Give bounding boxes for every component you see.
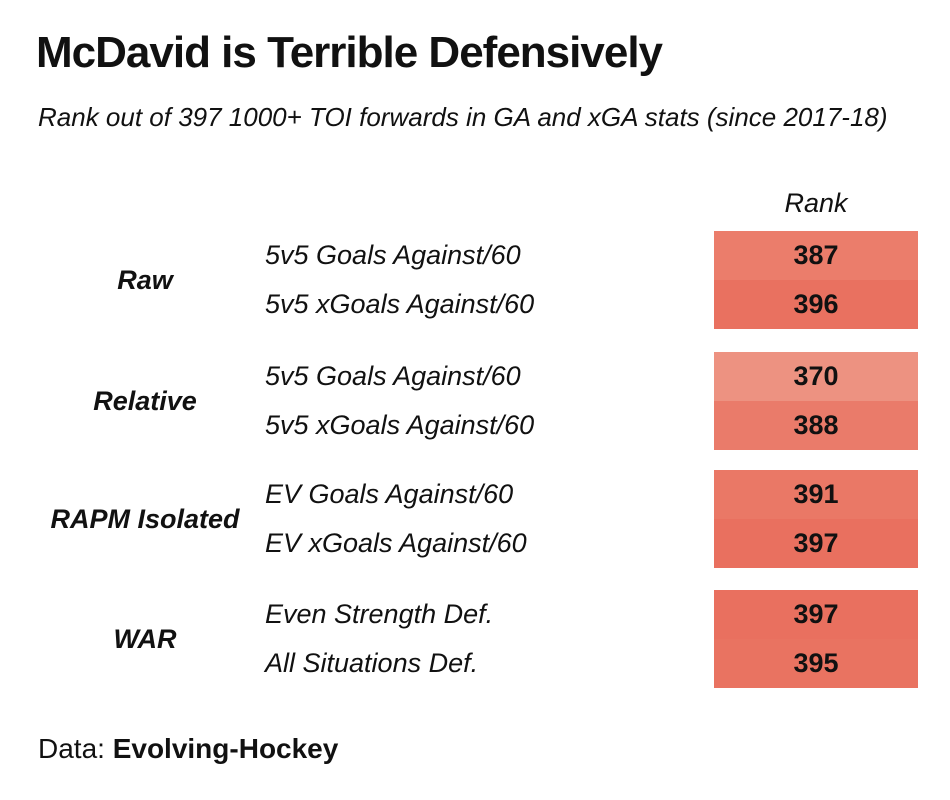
- metric-label: EV xGoals Against/60: [265, 528, 527, 558]
- chart-subtitle: Rank out of 397 1000+ TOI forwards in GA…: [38, 102, 888, 132]
- rank-cell: 388: [714, 401, 918, 450]
- rank-cell: 395: [714, 639, 918, 688]
- metric-label: 5v5 xGoals Against/60: [265, 289, 535, 319]
- data-source-footer: Data: Evolving-Hockey: [38, 733, 338, 765]
- footer-source: Evolving-Hockey: [112, 733, 339, 764]
- metric-label: 5v5 Goals Against/60: [265, 240, 521, 270]
- metric-label: 5v5 xGoals Against/60: [265, 410, 535, 440]
- rank-cell: 370: [714, 352, 918, 401]
- group-label: WAR: [113, 623, 177, 654]
- chart-title: McDavid is Terrible Defensively: [36, 28, 663, 77]
- row-group: Relative 5v5 Goals Against/60 370 5v5 xGoal…: [0, 352, 950, 450]
- row-group: RAPM Isolated EV Goals Against/60 391 EV xG…: [0, 470, 950, 568]
- row-group: WAR Even Strength Def. 397 All Situations D…: [0, 590, 950, 688]
- group-label: Relative: [93, 385, 197, 416]
- metric-label: Even Strength Def.: [265, 599, 494, 629]
- metric-label: 5v5 Goals Against/60: [265, 361, 521, 391]
- metric-label: EV Goals Against/60: [265, 479, 514, 509]
- rank-cell: 397: [714, 519, 918, 568]
- footer-prefix: Data:: [38, 733, 113, 764]
- group-label: RAPM Isolated: [50, 503, 240, 534]
- row-group: Raw 5v5 Goals Against/60 387 5v5 xGoals Aga…: [0, 231, 950, 329]
- rank-column-header: Rank: [784, 188, 848, 218]
- rank-cell: 396: [714, 280, 918, 329]
- rank-cell: 391: [714, 470, 918, 519]
- rank-cell: 397: [714, 590, 918, 639]
- metric-label: All Situations Def.: [265, 648, 479, 678]
- rank-cell: 387: [714, 231, 918, 280]
- group-label: Raw: [117, 264, 173, 295]
